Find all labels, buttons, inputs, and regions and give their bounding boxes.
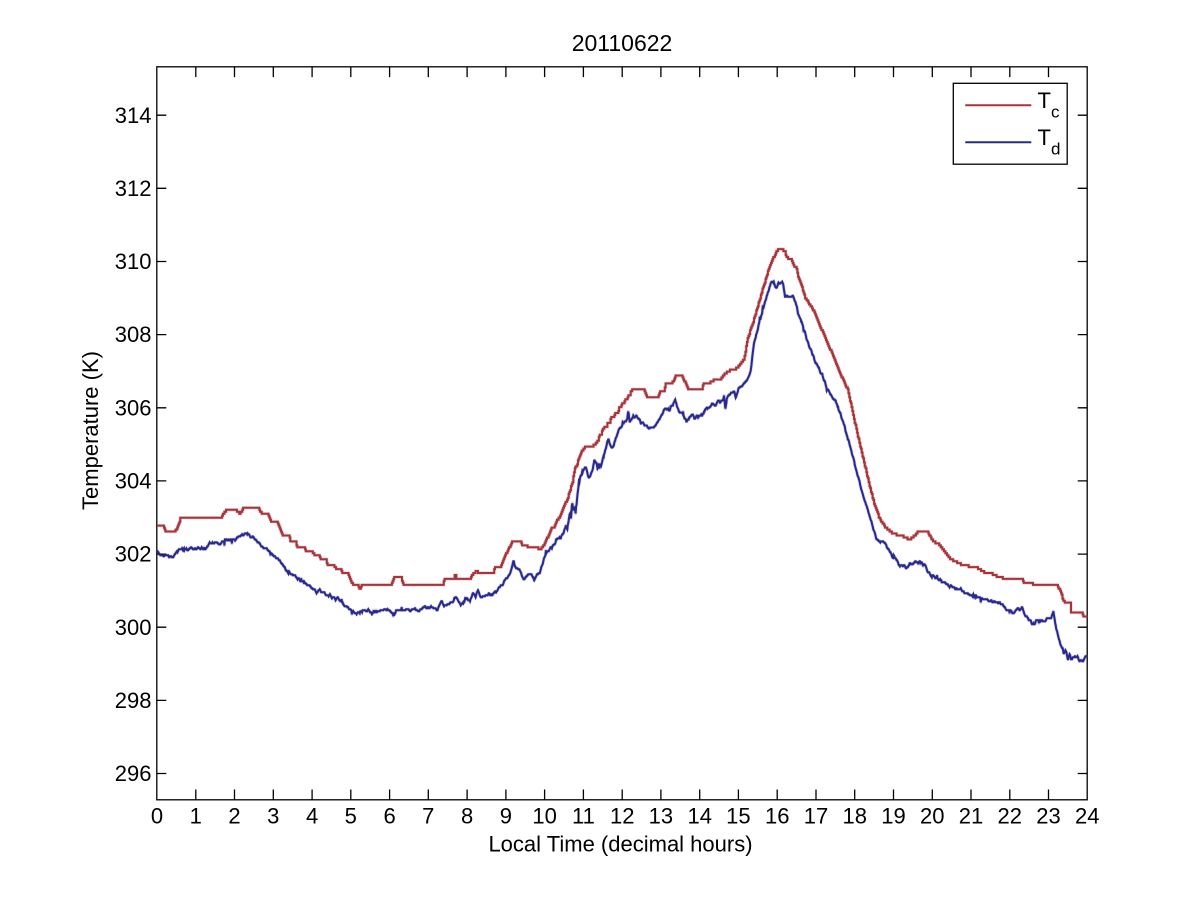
svg-text:23: 23	[1036, 804, 1060, 829]
svg-text:Local Time (decimal hours): Local Time (decimal hours)	[488, 832, 752, 857]
svg-text:306: 306	[115, 395, 152, 420]
svg-text:24: 24	[1075, 804, 1099, 829]
svg-text:22: 22	[998, 804, 1022, 829]
svg-text:19: 19	[881, 804, 905, 829]
svg-text:13: 13	[649, 804, 673, 829]
svg-text:4: 4	[306, 804, 318, 829]
svg-text:7: 7	[422, 804, 434, 829]
svg-text:3: 3	[267, 804, 279, 829]
svg-text:2: 2	[228, 804, 240, 829]
svg-text:5: 5	[345, 804, 357, 829]
svg-text:18: 18	[842, 804, 866, 829]
svg-text:14: 14	[687, 804, 711, 829]
svg-text:302: 302	[115, 542, 152, 567]
svg-text:20: 20	[920, 804, 944, 829]
svg-text:310: 310	[115, 249, 152, 274]
svg-text:308: 308	[115, 322, 152, 347]
svg-text:296: 296	[115, 761, 152, 786]
svg-text:6: 6	[383, 804, 395, 829]
svg-text:20110622: 20110622	[572, 30, 673, 56]
svg-text:10: 10	[532, 804, 556, 829]
svg-text:21: 21	[959, 804, 983, 829]
svg-text:312: 312	[115, 176, 152, 201]
svg-text:12: 12	[610, 804, 634, 829]
svg-text:16: 16	[765, 804, 789, 829]
svg-text:8: 8	[461, 804, 473, 829]
svg-text:0: 0	[151, 804, 163, 829]
svg-text:15: 15	[726, 804, 750, 829]
svg-text:298: 298	[115, 688, 152, 713]
svg-text:17: 17	[804, 804, 828, 829]
svg-text:300: 300	[115, 615, 152, 640]
svg-text:304: 304	[115, 469, 152, 494]
svg-text:1: 1	[190, 804, 202, 829]
svg-text:314: 314	[115, 103, 152, 128]
svg-text:Temperature (K): Temperature (K)	[78, 351, 103, 510]
svg-text:11: 11	[572, 804, 595, 829]
svg-text:9: 9	[500, 804, 512, 829]
